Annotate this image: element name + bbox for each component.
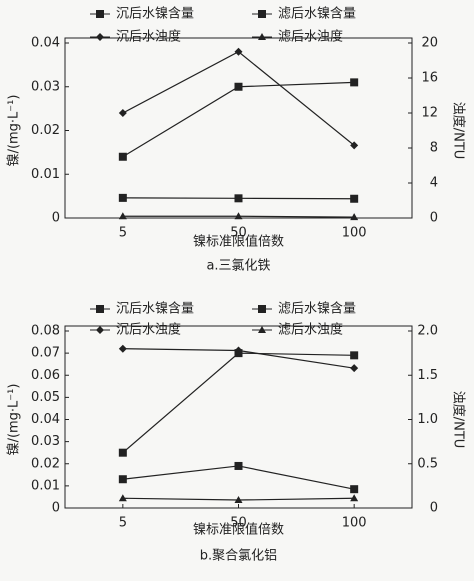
y2-tick-label: 0.5 <box>417 456 438 471</box>
y2-tick-label: 0 <box>430 211 438 226</box>
y-tick-label: 0.01 <box>31 478 60 493</box>
y-tick-label: 0.05 <box>31 390 60 405</box>
series-line <box>122 352 355 454</box>
plot-frame <box>64 37 413 219</box>
legend-label: 沉后水镍含量 <box>116 301 194 317</box>
marker <box>350 194 359 203</box>
legend-label: 滤后水镍含量 <box>278 6 356 22</box>
marker <box>258 305 266 313</box>
y-tick-label: 0.03 <box>31 434 60 449</box>
y2-tick-label: 20 <box>421 36 438 51</box>
legend-label: 沉后水镍含量 <box>116 6 194 22</box>
legend-label: 滤后水浊度 <box>278 322 343 338</box>
y-tick-label: 0.01 <box>31 167 60 182</box>
marker <box>234 47 243 56</box>
marker <box>118 475 127 484</box>
marker <box>118 109 127 117</box>
y-tick-label: 0.03 <box>31 79 60 94</box>
marker <box>118 152 127 161</box>
y2-tick-label: 16 <box>421 71 438 86</box>
caption: b.聚合氯化铝 <box>200 549 277 564</box>
marker <box>96 305 104 313</box>
marker <box>350 213 359 221</box>
marker <box>234 194 243 203</box>
marker <box>96 33 104 41</box>
marker <box>258 33 266 40</box>
y-tick-label: 0.04 <box>31 36 60 51</box>
marker <box>350 485 359 494</box>
marker <box>96 10 104 18</box>
marker <box>258 10 266 18</box>
caption: a.三氯化铁 <box>206 259 270 274</box>
marker <box>118 448 127 457</box>
y2-tick-label: 12 <box>421 106 438 121</box>
x-tick-label: 50 <box>230 226 247 241</box>
marker <box>350 351 359 360</box>
legend-label: 沉后水浊度 <box>116 322 181 338</box>
series-line <box>122 81 355 158</box>
marker <box>234 461 243 470</box>
marker <box>118 193 127 202</box>
y2-tick-label: 1.5 <box>417 368 438 383</box>
x-tick-label: 5 <box>119 226 127 241</box>
series-line <box>122 51 355 146</box>
marker <box>350 141 359 150</box>
x-tick-label: 100 <box>342 516 367 531</box>
y2-tick-label: 0 <box>430 501 438 516</box>
marker <box>258 326 266 333</box>
y-axis-label: 镍/(mg·L⁻¹) <box>7 384 22 456</box>
marker <box>118 344 127 353</box>
y2-tick-label: 1.0 <box>417 412 438 427</box>
y-tick-label: 0 <box>52 501 60 516</box>
marker <box>234 212 243 220</box>
marker <box>350 364 359 373</box>
marker <box>234 346 243 355</box>
marker <box>118 494 127 502</box>
marker <box>350 494 359 502</box>
legend-label: 沉后水浊度 <box>116 29 181 45</box>
y-tick-label: 0.02 <box>31 123 60 138</box>
legend-label: 滤后水镍含量 <box>278 301 356 317</box>
legend-label: 滤后水浊度 <box>278 29 343 45</box>
y-tick-label: 0.08 <box>31 324 60 339</box>
y-tick-label: 0.06 <box>31 368 60 383</box>
x-axis-label: 镍标准限值倍数 <box>193 522 284 538</box>
y-tick-label: 0.04 <box>31 412 60 427</box>
x-axis-label: 镍标准限值倍数 <box>193 234 284 250</box>
marker <box>350 78 359 87</box>
y2-tick-label: 4 <box>430 176 438 191</box>
marker <box>118 212 127 220</box>
y2-axis-label: 浊度/NTU <box>451 391 467 449</box>
marker <box>234 82 243 91</box>
x-tick-label: 5 <box>119 516 127 531</box>
x-tick-label: 50 <box>230 516 247 531</box>
marker <box>96 326 104 334</box>
x-tick-label: 100 <box>342 226 367 241</box>
y-axis-label: 镍/(mg·L⁻¹) <box>7 95 22 167</box>
y-tick-label: 0 <box>52 211 60 226</box>
y-tick-label: 0.07 <box>31 346 60 361</box>
y2-tick-label: 2.0 <box>417 324 438 339</box>
y-tick-label: 0.02 <box>31 456 60 471</box>
y2-axis-label: 浊度/NTU <box>451 102 467 160</box>
y2-tick-label: 8 <box>430 141 438 156</box>
marker <box>234 496 243 504</box>
